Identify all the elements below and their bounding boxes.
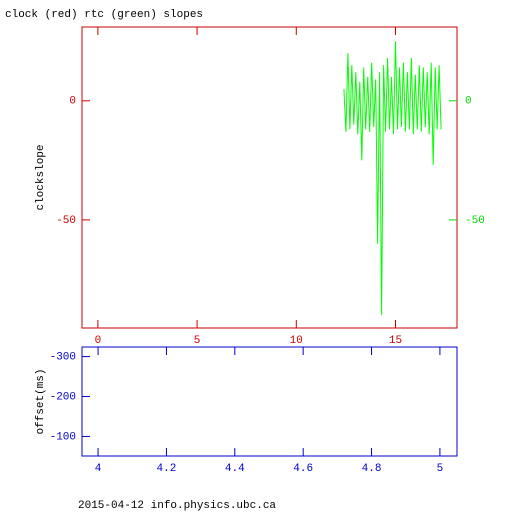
chart-title: clock (red) rtc (green) slopes: [5, 9, 203, 21]
x-tick-label: 5: [437, 463, 444, 475]
plot-frame: [81, 26, 458, 329]
x-tick-label: 5: [194, 335, 201, 347]
series-line: [343, 41, 442, 316]
x-tick-label: 10: [290, 335, 303, 347]
y-tick-label: -50: [56, 215, 76, 227]
x-tick-label: 4.8: [362, 463, 382, 475]
y-tick-label: -100: [50, 431, 76, 443]
y2-tick-label: -50: [465, 215, 485, 227]
y-tick-label: -200: [50, 391, 76, 403]
x-tick-label: 4.2: [157, 463, 177, 475]
y2-tick-label: 0: [465, 96, 472, 108]
x-tick-label: 15: [389, 335, 402, 347]
y-tick-label: -300: [50, 351, 76, 363]
plot-frame: [81, 346, 458, 457]
x-tick-label: 0: [95, 335, 102, 347]
y-tick-label: 0: [69, 96, 76, 108]
y-axis-label: clockslope: [35, 144, 47, 210]
x-tick-label: 4.4: [225, 463, 245, 475]
y-axis-label: offset(ms): [35, 368, 47, 434]
x-tick-label: 4.6: [293, 463, 313, 475]
x-tick-label: 4: [95, 463, 102, 475]
footer: 2015-04-12 info.physics.ubc.ca: [78, 500, 276, 512]
